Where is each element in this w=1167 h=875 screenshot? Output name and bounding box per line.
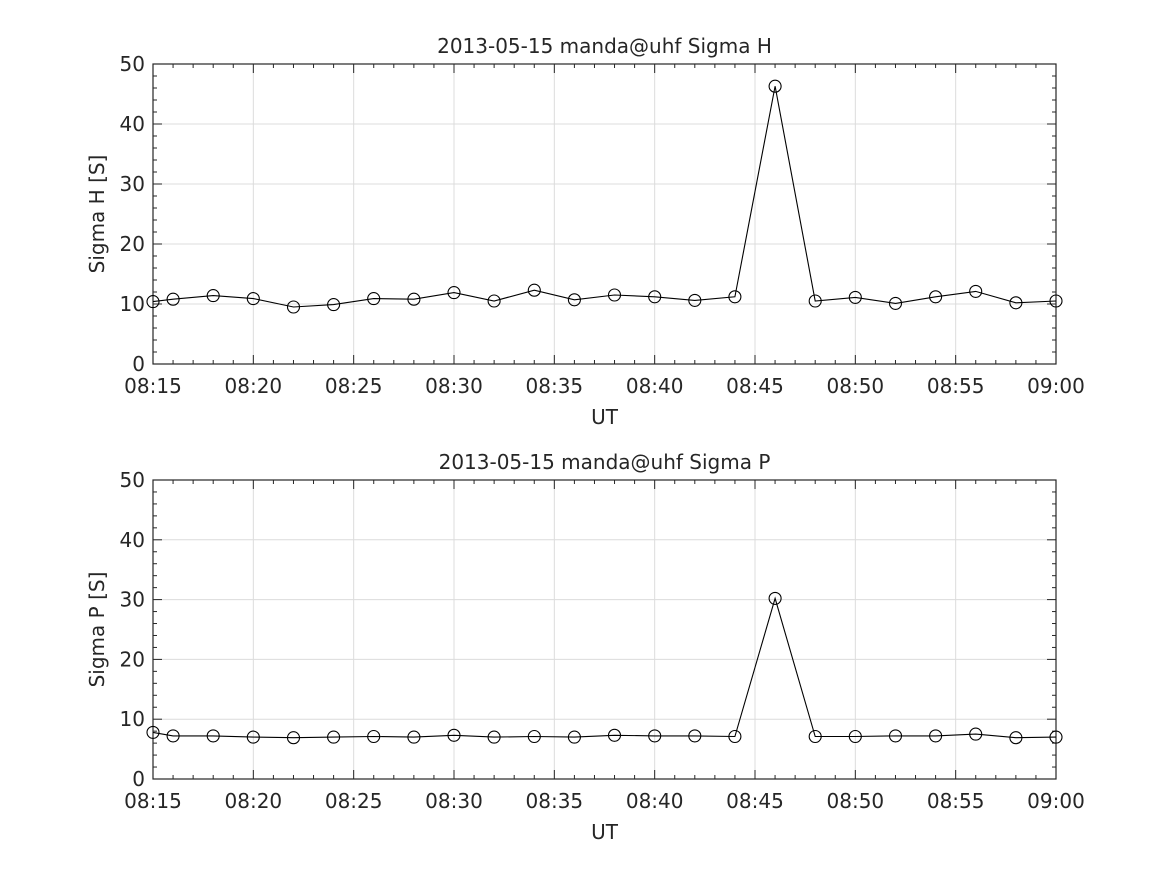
sigma-p-y-tick-label: 20 [120,647,145,671]
sigma-p-data-point [607,728,622,742]
sigma-h-data-point [848,290,862,304]
sigma-p-data-point [1049,730,1063,744]
sigma-p-data-point [1009,731,1023,745]
sigma-h-chart-title: 2013-05-15 manda@uhf Sigma H [437,34,772,58]
sigma-p-y-axis-label: Sigma P [S] [85,572,109,688]
sigma-h-data-point [567,293,581,307]
sigma-p-data-point [527,729,541,744]
sigma-p-data-point [929,729,943,743]
sigma-p-series-line [152,596,1057,739]
sigma-p-x-tick-label: 08:35 [526,789,584,813]
sigma-p-y-tick-label: 40 [120,528,145,552]
sigma-h-y-tick-label: 10 [120,292,145,316]
sigma-h-x-tick-label: 08:25 [325,374,383,398]
sigma-p-data-point [146,725,160,739]
sigma-p-data-point [166,729,180,743]
sigma-p-data-point [447,728,461,742]
sigma-h-y-tick-label: 40 [120,112,145,136]
sigma-p-data-point [648,729,662,743]
sigma-h-data-point [367,292,381,306]
sigma-p-data-point [246,730,260,744]
sigma-p-data-point [487,730,501,744]
sigma-h-data-point [327,298,341,312]
sigma-h-x-tick-label: 08:55 [927,374,985,398]
sigma-p-chart-title: 2013-05-15 manda@uhf Sigma P [439,450,771,474]
sigma-h-data-point [206,289,220,303]
sigma-p-x-axis-label: UT [591,820,619,844]
sigma-h-data-point [808,294,822,308]
sigma-h-y-axis-label: Sigma H [S] [85,155,109,274]
sigma-h-data-point [728,290,742,304]
sigma-h-data-point [607,288,622,302]
sigma-h-data-point [1009,296,1023,310]
sigma-h-data-point [648,290,662,304]
sigma-h-data-point [1049,294,1063,308]
sigma-h-data-point [166,292,180,306]
sigma-p-data-point [367,729,381,744]
sigma-h-x-tick-label: 08:20 [225,374,283,398]
sigma-h-data-point [688,293,702,307]
sigma-h-panel: 08:15 08:20 08:25 08:30 08:35 08:40 08:45 08:50… [85,34,1085,429]
sigma-p-x-tick-label: 09:00 [1027,789,1085,813]
sigma-p-y-tick-label: 0 [132,767,145,791]
sigma-h-x-tick-label: 08:50 [827,374,885,398]
sigma-h-data-point [246,292,260,306]
sigma-h-data-point [286,300,301,314]
sigma-h-data-point [888,296,903,310]
sigma-p-x-tick-label: 08:30 [425,789,483,813]
sigma-h-data-point [527,283,541,297]
sigma-h-x-tick-label: 08:40 [626,374,684,398]
sigma-p-y-tick-label: 50 [120,468,145,492]
sigma-p-data-point [567,730,581,744]
sigma-p-data-point [888,729,903,743]
sigma-p-data-point [808,729,822,744]
sigma-p-data-point [728,729,742,744]
sigma-h-data-point [407,292,421,306]
sigma-p-data-point [848,729,862,744]
sigma-p-data-point [688,729,702,743]
sigma-h-data-point [929,290,943,304]
sigma-h-x-tick-label: 08:45 [726,374,784,398]
sigma-p-panel: 08:15 08:20 08:25 08:30 08:35 08:40 08:45 08:50… [85,450,1085,844]
sigma-p-x-tick-label: 08:50 [827,789,885,813]
sigma-h-data-point [969,284,983,298]
sigma-h-x-tick-label: 09:00 [1027,374,1085,398]
sigma-p-data-point [407,730,421,744]
sigma-p-x-tick-label: 08:45 [726,789,784,813]
sigma-p-x-tick-label: 08:25 [325,789,383,813]
sigma-h-series-line [152,86,1057,308]
sigma-h-data-point [768,79,782,93]
sigma-p-x-tick-label: 08:20 [225,789,283,813]
sigma-p-y-tick-label: 10 [120,707,145,731]
sigma-h-y-tick-label: 0 [132,352,145,376]
sigma-h-x-tick-label: 08:35 [526,374,584,398]
sigma-h-x-tick-label: 08:30 [425,374,483,398]
sigma-h-x-tick-label: 08:15 [124,374,182,398]
sigma-p-data-point [969,727,983,741]
sigma-p-x-tick-label: 08:40 [626,789,684,813]
sigma-h-axes-frame [152,63,1057,365]
sigma-h-data-point [146,295,160,309]
sigma-p-x-tick-label: 08:55 [927,789,985,813]
sigma-p-y-tick-label: 30 [120,588,145,612]
sigma-p-data-point [327,730,341,744]
sigma-h-y-tick-label: 50 [120,52,145,76]
sigma-h-data-point [447,286,461,300]
sigma-h-y-tick-label: 30 [120,172,145,196]
sigma-p-x-tick-label: 08:15 [124,789,182,813]
sigma-p-data-point [206,729,220,743]
sigma-p-axes-frame [152,479,1057,780]
sigma-h-data-point [487,294,501,308]
sigma-h-x-axis-label: UT [591,405,619,429]
sigma-p-data-point [286,731,301,745]
sigma-p-data-point [768,591,782,605]
sigma-h-y-tick-label: 20 [120,232,145,256]
